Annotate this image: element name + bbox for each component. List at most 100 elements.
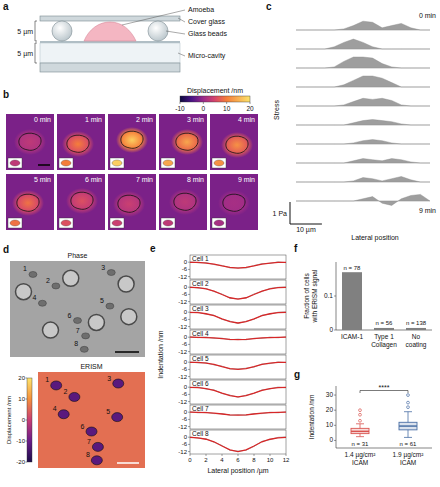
count-label: n = 61 <box>400 441 418 447</box>
tile <box>159 114 207 170</box>
tile-background <box>159 114 207 170</box>
plot-area <box>342 272 426 330</box>
outlier <box>407 406 410 409</box>
whisker-cap <box>404 411 412 412</box>
tile <box>6 114 54 170</box>
cell <box>82 333 90 339</box>
tick <box>188 294 190 295</box>
stress-profile <box>296 98 430 106</box>
significance-bracket <box>360 391 408 394</box>
bead <box>88 314 104 330</box>
tick-label: 10 <box>18 396 25 402</box>
tick-label: 0 <box>184 259 188 265</box>
tick-label: 0 <box>184 284 188 290</box>
stress-profile <box>296 120 430 126</box>
tick-label: 0 <box>184 309 188 315</box>
panel-letter: c <box>266 1 272 12</box>
tick-label: -12 <box>178 374 187 380</box>
displacement-blob <box>12 190 44 216</box>
cell-number: 5 <box>106 408 110 415</box>
cell-outline <box>226 136 248 153</box>
line <box>190 262 286 268</box>
plot-frame <box>190 405 286 429</box>
cell-number: 7 <box>76 327 80 334</box>
contact-icon <box>59 218 73 228</box>
callout: Micro-cavity <box>188 52 226 60</box>
panel-letter: f <box>294 243 298 254</box>
contact-icon <box>163 220 173 226</box>
displacement-blob <box>116 127 148 153</box>
colorbar <box>180 96 250 102</box>
time-label: 5 min <box>34 176 51 183</box>
line <box>190 412 286 416</box>
tick <box>188 426 190 427</box>
tick <box>26 420 28 421</box>
tick <box>334 395 336 396</box>
tick-label: -6 <box>182 291 188 297</box>
tile <box>108 174 156 230</box>
tick-label: -12 <box>178 299 187 305</box>
contact-icon <box>10 220 20 226</box>
time-label: 7 min <box>136 176 153 183</box>
tick-label: -12 <box>178 399 187 405</box>
tick-label: -6 <box>182 366 188 372</box>
outlier <box>359 409 362 412</box>
stress-profile <box>296 21 430 30</box>
whisker <box>360 434 361 437</box>
glass-bead <box>148 21 168 41</box>
bar <box>406 328 426 330</box>
tick <box>26 399 28 400</box>
category-label: ICAM <box>400 459 416 466</box>
tick <box>334 440 336 441</box>
tick <box>188 262 190 263</box>
whisker <box>408 430 409 438</box>
scale-bar <box>290 202 291 224</box>
displacement-blob <box>113 191 145 217</box>
cell-outline <box>118 195 140 212</box>
line <box>190 437 286 451</box>
tick-label: 2 <box>204 457 208 463</box>
cell-indentation <box>86 427 97 436</box>
tick-label: 10 <box>326 421 334 428</box>
colorbar-title: Displacement /nm <box>6 396 12 444</box>
tick-label: -6 <box>182 391 188 397</box>
panel-letter: a <box>3 1 9 12</box>
stress-profile <box>296 76 430 87</box>
subplot-title: Cell 4 <box>192 330 209 337</box>
tick <box>334 425 336 426</box>
tile-background <box>108 174 156 230</box>
cell-number: 1 <box>23 265 27 272</box>
callout: Amoeba <box>188 6 214 13</box>
tick <box>334 410 336 411</box>
tick <box>188 287 190 288</box>
tick-label: 0 <box>184 434 188 440</box>
tile <box>57 114 105 170</box>
time-label: 2 min <box>136 116 153 123</box>
time-label: 8 min <box>187 176 204 183</box>
tick-label: -12 <box>178 349 187 355</box>
cell <box>107 270 115 276</box>
cell-number: 2 <box>63 388 67 395</box>
tick-label: -12 <box>178 274 187 280</box>
tick <box>188 351 190 352</box>
scale-bar <box>38 164 50 166</box>
contact-icon <box>212 158 226 168</box>
axis-title: Fraction of cells <box>303 272 310 318</box>
tick-label: 6 <box>236 457 240 463</box>
cell-number: 1 <box>45 376 49 383</box>
line <box>190 437 286 451</box>
tile-background <box>108 114 156 170</box>
whisker-cap <box>356 423 364 424</box>
tick-label: -6 <box>182 441 188 447</box>
plot-area <box>190 287 286 299</box>
scale-bar <box>117 462 139 464</box>
cell-number: 3 <box>101 264 105 271</box>
time-label: 9 min <box>419 207 436 214</box>
bead <box>63 270 79 286</box>
tick <box>26 441 28 442</box>
axis-title: Lateral position <box>351 234 399 242</box>
cell-number: 4 <box>32 294 36 301</box>
cell-number: 3 <box>107 375 111 382</box>
stress-profile <box>296 140 430 144</box>
tick-label: 20 <box>18 375 25 381</box>
